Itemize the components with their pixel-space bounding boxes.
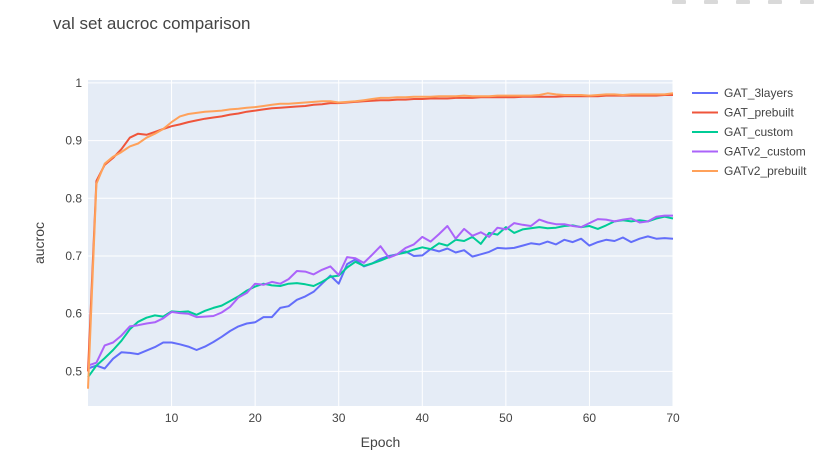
y-tick-label: 0.7 bbox=[65, 249, 82, 263]
legend-item-gat-3layers[interactable]: GAT_3layers bbox=[692, 86, 793, 100]
x-tick-label: 40 bbox=[416, 411, 430, 425]
x-tick-label: 20 bbox=[248, 411, 262, 425]
legend-item-gatv2-custom[interactable]: GATv2_custom bbox=[692, 145, 806, 159]
y-tick-label: 0.9 bbox=[65, 134, 82, 148]
legend-label: GAT_3layers bbox=[724, 86, 793, 100]
legend-item-gat-prebuilt[interactable]: GAT_prebuilt bbox=[692, 106, 794, 120]
legend-label: GATv2_custom bbox=[724, 145, 806, 159]
y-tick-label: 0.6 bbox=[65, 307, 82, 321]
legend-item-gat-custom[interactable]: GAT_custom bbox=[692, 125, 793, 139]
y-axis-title: aucroc bbox=[31, 222, 47, 264]
legend-label: GATv2_prebuilt bbox=[724, 164, 807, 178]
modebar bbox=[544, 0, 814, 6]
x-tick-label: 10 bbox=[165, 411, 179, 425]
y-tick-label: 0.5 bbox=[65, 364, 82, 378]
legend: GAT_3layers GAT_prebuilt GAT_custom GATv2_c… bbox=[692, 86, 807, 178]
gridlines bbox=[88, 80, 674, 406]
y-axis-ticks: 0.5 0.6 0.7 0.8 0.9 1 bbox=[65, 76, 82, 378]
chart-title: val set aucroc comparison bbox=[53, 14, 251, 33]
series-lines bbox=[87, 92, 674, 389]
x-tick-label: 50 bbox=[499, 411, 513, 425]
modebar-logo-icon[interactable] bbox=[800, 0, 814, 4]
plot-area[interactable] bbox=[88, 80, 673, 406]
modebar-zoom-icon[interactable] bbox=[704, 0, 718, 4]
modebar-reset-icon[interactable] bbox=[768, 0, 782, 4]
legend-item-gatv2-prebuilt[interactable]: GATv2_prebuilt bbox=[692, 164, 807, 178]
series-line-gatv2-prebuilt[interactable] bbox=[87, 92, 674, 389]
x-tick-label: 30 bbox=[332, 411, 346, 425]
series-line-gatv2-custom[interactable] bbox=[87, 214, 673, 367]
y-tick-label: 1 bbox=[75, 76, 82, 90]
modebar-camera-icon[interactable] bbox=[672, 0, 686, 4]
legend-label: GAT_custom bbox=[724, 125, 793, 139]
x-tick-label: 60 bbox=[583, 411, 597, 425]
series-line-gat-prebuilt[interactable] bbox=[87, 94, 673, 372]
x-axis-title: Epoch bbox=[361, 434, 401, 450]
modebar-pan-icon[interactable] bbox=[736, 0, 750, 4]
legend-label: GAT_prebuilt bbox=[724, 106, 794, 120]
x-axis-ticks: 10 20 30 40 50 60 70 bbox=[165, 411, 680, 425]
x-tick-label: 70 bbox=[666, 411, 680, 425]
series-line-gat-3layers[interactable] bbox=[87, 235, 674, 370]
y-tick-label: 0.8 bbox=[65, 191, 82, 205]
